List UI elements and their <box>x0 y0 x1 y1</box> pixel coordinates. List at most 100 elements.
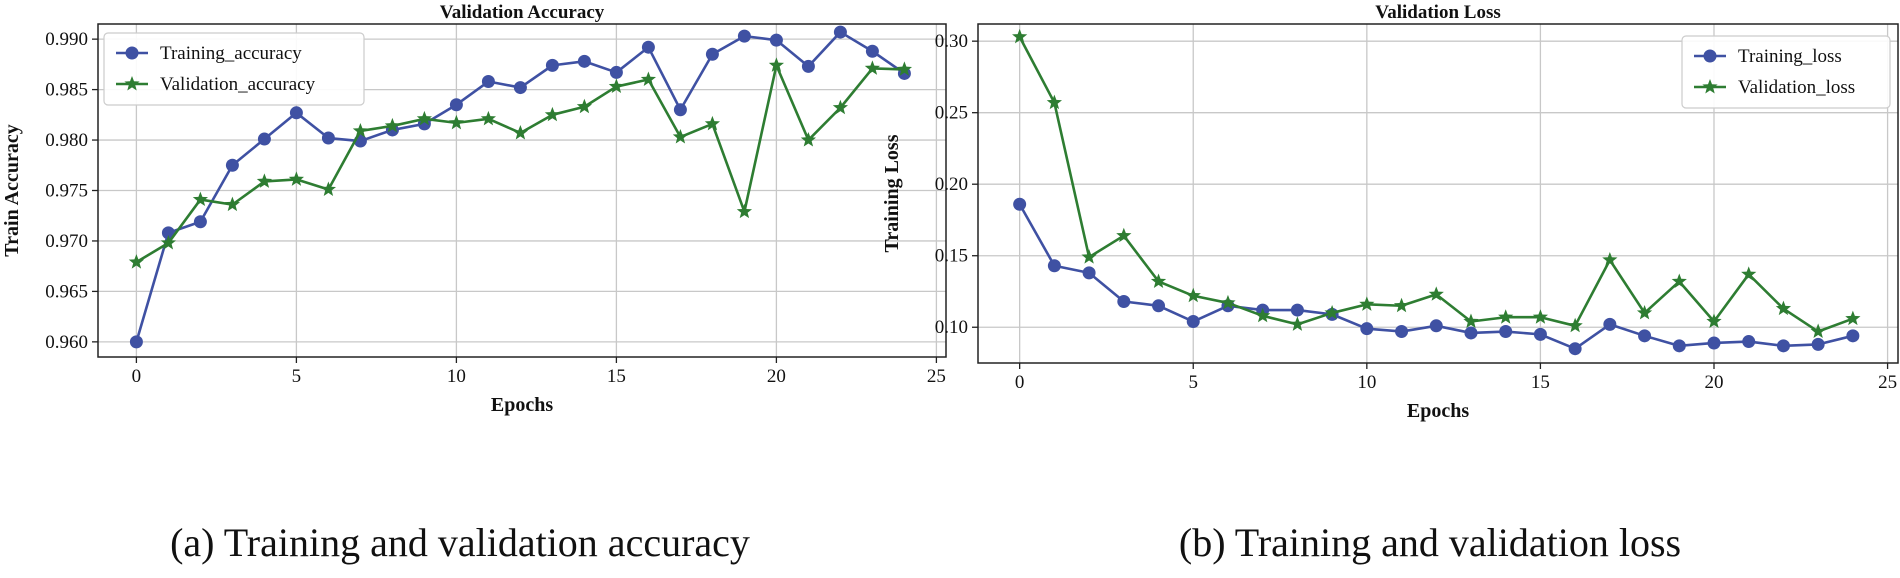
star-point-validation-loss <box>1602 252 1618 267</box>
point-training-accuracy <box>737 29 751 43</box>
x-tick-label: 10 <box>1357 372 1376 393</box>
point-training-loss <box>1395 325 1409 339</box>
star-point-validation-accuracy <box>896 61 913 76</box>
point-training-accuracy <box>833 25 847 39</box>
star-point-validation-accuracy <box>384 117 401 133</box>
x-axis-title: Epochs <box>1407 400 1469 422</box>
x-tick-label: 5 <box>1188 372 1198 393</box>
y-tick-label: 0.15 <box>935 246 968 267</box>
point-training-accuracy <box>577 54 591 68</box>
point-training-accuracy <box>161 226 175 240</box>
point-training-accuracy <box>289 106 303 120</box>
star-point-validation-accuracy <box>544 106 561 122</box>
star-point-validation-accuracy <box>608 78 625 94</box>
legend-box <box>1681 35 1891 109</box>
x-tick-label: 25 <box>927 366 946 387</box>
plot-frame <box>977 23 1899 364</box>
star-point-validation-accuracy <box>768 57 785 72</box>
point-training-loss <box>1603 317 1617 331</box>
star-point-validation-accuracy <box>256 173 273 188</box>
legend-marker <box>1703 49 1717 63</box>
star-point-validation-accuracy <box>800 132 817 147</box>
point-training-accuracy <box>673 103 687 117</box>
legend-marker <box>1702 79 1718 94</box>
star-point-validation-loss <box>1463 313 1479 328</box>
point-training-accuracy <box>545 58 559 72</box>
point-training-accuracy <box>705 47 719 61</box>
star-point-validation-loss <box>1185 287 1201 303</box>
star-point-validation-accuracy <box>480 110 497 126</box>
x-tick-label: 20 <box>1705 372 1724 393</box>
star-point-validation-accuracy <box>224 196 241 212</box>
star-point-validation-loss <box>1636 304 1653 320</box>
point-training-loss <box>1013 197 1027 211</box>
star-point-validation-accuracy <box>416 110 433 126</box>
x-tick-label: 0 <box>132 366 142 387</box>
star-point-validation-accuracy <box>160 234 177 250</box>
figure-caption: (a) Training and validation accuracy <box>170 520 750 565</box>
point-training-accuracy <box>481 75 495 89</box>
star-point-validation-loss <box>1150 273 1167 288</box>
star-point-validation-accuracy <box>288 171 305 186</box>
x-tick-label: 5 <box>292 366 302 387</box>
legend-label: Training_loss <box>1738 46 1842 67</box>
point-training-loss <box>1047 259 1061 273</box>
point-training-accuracy <box>513 81 527 95</box>
star-point-validation-loss <box>1289 316 1305 331</box>
point-training-accuracy <box>801 59 815 73</box>
star-point-validation-accuracy <box>704 115 721 131</box>
point-training-loss <box>1811 337 1825 351</box>
x-tick-label: 15 <box>607 366 626 387</box>
chart-panel-b: 0 5 10 15 20 25 0.10 0.15 0.20 0.25 0.30 Validation… <box>881 2 1899 565</box>
point-training-accuracy <box>129 335 143 349</box>
plot-frame <box>97 23 947 358</box>
star-point-validation-accuracy <box>352 122 369 138</box>
point-training-accuracy <box>865 44 879 58</box>
legend-marker <box>125 46 139 60</box>
point-training-loss <box>1638 329 1652 343</box>
star-point-validation-accuracy <box>512 124 529 140</box>
star-point-validation-loss <box>1359 296 1375 311</box>
point-training-accuracy <box>449 98 463 112</box>
point-training-loss <box>1672 339 1686 353</box>
legend: Training_loss Validation_loss <box>1681 35 1891 109</box>
legend-label: Training_accuracy <box>160 43 302 64</box>
legend-marker <box>124 76 140 91</box>
star-point-validation-loss <box>1324 304 1340 320</box>
point-training-loss <box>1290 303 1304 317</box>
y-tick-label: 0.30 <box>935 31 968 52</box>
point-training-loss <box>1568 342 1582 356</box>
star-point-validation-loss <box>1567 317 1583 333</box>
star-point-validation-loss <box>1845 310 1861 326</box>
point-training-loss <box>1499 325 1513 339</box>
point-training-accuracy <box>193 215 207 229</box>
y-axis-title: Train Accuracy <box>1 124 23 256</box>
star-point-validation-loss <box>1532 309 1549 324</box>
y-tick-label: 0.25 <box>935 103 968 124</box>
point-training-loss <box>1082 266 1096 280</box>
point-training-loss <box>1464 326 1478 340</box>
point-training-accuracy <box>609 65 623 79</box>
star-point-validation-loss <box>1220 294 1236 310</box>
star-point-validation-loss <box>1498 309 1514 324</box>
point-training-loss <box>1533 327 1547 341</box>
x-tick-label: 10 <box>447 366 466 387</box>
chart-panel-a: 0 5 10 15 20 25 0.960 0.965 0.970 0.975 0.980 0.985… <box>1 2 947 565</box>
x-tick-label: 25 <box>1878 372 1897 393</box>
chart-title: Validation Loss <box>1375 2 1501 23</box>
star-point-validation-loss <box>1741 266 1757 281</box>
x-tick-label: 15 <box>1531 372 1550 393</box>
star-point-validation-accuracy <box>128 254 145 269</box>
legend-label: Validation_loss <box>1738 77 1855 98</box>
point-training-loss <box>1429 319 1443 333</box>
point-training-accuracy <box>257 132 271 146</box>
chart-title: Validation Accuracy <box>440 2 605 23</box>
x-tick-label: 20 <box>767 366 786 387</box>
y-tick-label: 0.960 <box>45 332 88 353</box>
point-training-accuracy <box>321 131 335 145</box>
x-tick-label: 0 <box>1015 372 1025 393</box>
star-point-validation-loss <box>1671 273 1687 288</box>
star-point-validation-loss <box>1046 94 1062 110</box>
star-point-validation-loss <box>1810 323 1826 338</box>
